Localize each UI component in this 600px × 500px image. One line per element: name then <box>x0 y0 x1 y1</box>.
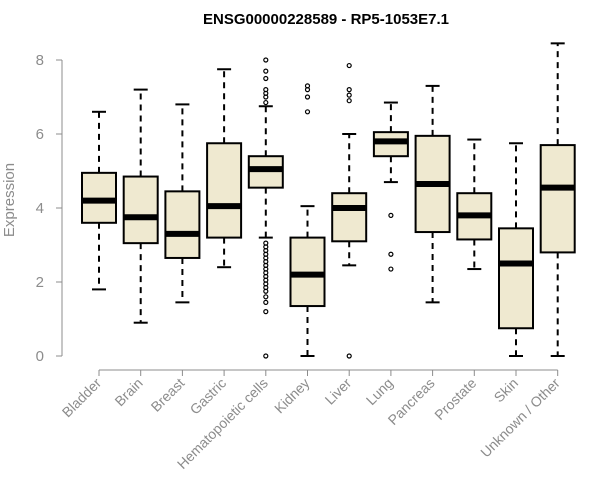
outlier-point <box>263 75 269 82</box>
outlier-point <box>304 94 311 100</box>
outlier-point <box>388 266 394 272</box>
outlier-point <box>263 294 269 300</box>
x-tick-label: Brain <box>111 375 145 409</box>
outlier-point <box>263 86 269 93</box>
box-prostate <box>456 138 493 271</box>
outlier-point <box>346 353 352 359</box>
iqr-box <box>164 190 201 259</box>
plot-area <box>81 42 576 359</box>
iqr-box <box>539 144 576 254</box>
iqr-box <box>122 175 159 245</box>
box-breast <box>164 103 201 304</box>
x-tick-label: Liver <box>322 375 355 408</box>
outlier-point <box>263 299 269 305</box>
outlier-point <box>388 251 394 257</box>
outlier-point <box>388 212 394 218</box>
outlier-point <box>263 240 269 246</box>
outlier-point <box>346 62 352 69</box>
y-tick-label: 4 <box>36 200 44 217</box>
outlier-point <box>304 109 311 115</box>
box-pancreas <box>414 84 451 304</box>
iqr-box <box>498 227 534 330</box>
box-kidney <box>289 83 326 357</box>
outlier-point <box>346 92 352 98</box>
x-tick-label: Kidney <box>271 375 313 417</box>
y-tick-label: 6 <box>36 126 44 143</box>
box-brain <box>122 88 159 324</box>
x-tick-label: Bladder <box>59 375 105 421</box>
box-lung <box>372 101 409 272</box>
y-axis-label: Expression <box>1 163 18 237</box>
box-unknown-other <box>539 42 576 357</box>
outlier-point <box>263 68 269 74</box>
y-tick-label: 2 <box>36 274 44 291</box>
outlier-point <box>304 83 311 89</box>
iqr-box <box>331 192 368 243</box>
iqr-box <box>206 142 243 239</box>
outlier-point <box>263 99 269 106</box>
x-tick-label: Prostate <box>431 375 479 423</box>
x-tick-label: Lung <box>363 375 396 408</box>
outlier-point <box>263 353 269 359</box>
outlier-point <box>263 309 269 315</box>
box-skin <box>498 142 534 357</box>
outlier-point <box>263 57 269 63</box>
outlier-point <box>346 98 352 104</box>
y-tick-label: 0 <box>36 348 44 365</box>
outlier-point <box>346 86 352 93</box>
box-gastric <box>206 68 243 269</box>
x-tick-label: Unknown / Other <box>477 375 563 461</box>
box-liver <box>331 62 368 359</box>
x-tick-label: Skin <box>491 375 522 406</box>
chart-title: ENSG00000228589 - RP5-1053E7.1 <box>203 11 449 28</box>
box-bladder <box>81 110 117 291</box>
box-hematopoietic-cells <box>247 57 284 359</box>
y-axis: 0 2 4 6 8 <box>36 52 63 365</box>
y-tick-label: 8 <box>36 52 44 69</box>
x-tick-label: Breast <box>148 375 188 415</box>
